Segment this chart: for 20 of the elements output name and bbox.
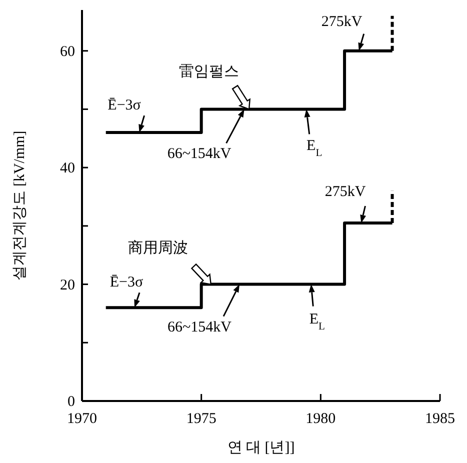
annotation: E$_{L}$ (306, 138, 322, 159)
y-axis-title: 설계전계강도 [kV/mm] (12, 130, 28, 280)
x-tick-label: 1980 (306, 411, 336, 427)
y-tick-label: 20 (60, 277, 75, 294)
annotation: 66~154kV (167, 146, 232, 162)
annotation: 雷임펄스 (179, 64, 240, 80)
annotation: 商用周波 (128, 239, 188, 256)
y-tick-label: 60 (60, 44, 75, 60)
annotation: Ē−3σ (110, 274, 144, 291)
x-axis-title: 연 대 [년]] (227, 440, 295, 456)
x-tick-label: 1970 (67, 411, 97, 427)
annotation: 66~154kV (168, 319, 232, 336)
annotation: 275kV (324, 184, 366, 200)
y-tick-label: 40 (60, 160, 75, 177)
annotation: E$_{L}$ (309, 311, 325, 332)
x-tick-label: 1985 (425, 411, 455, 427)
annotation: Ē−3σ (108, 98, 141, 114)
x-tick-label: 1975 (186, 411, 216, 427)
y-tick-label: 0 (68, 394, 75, 410)
annotation: 275kV (321, 14, 362, 30)
